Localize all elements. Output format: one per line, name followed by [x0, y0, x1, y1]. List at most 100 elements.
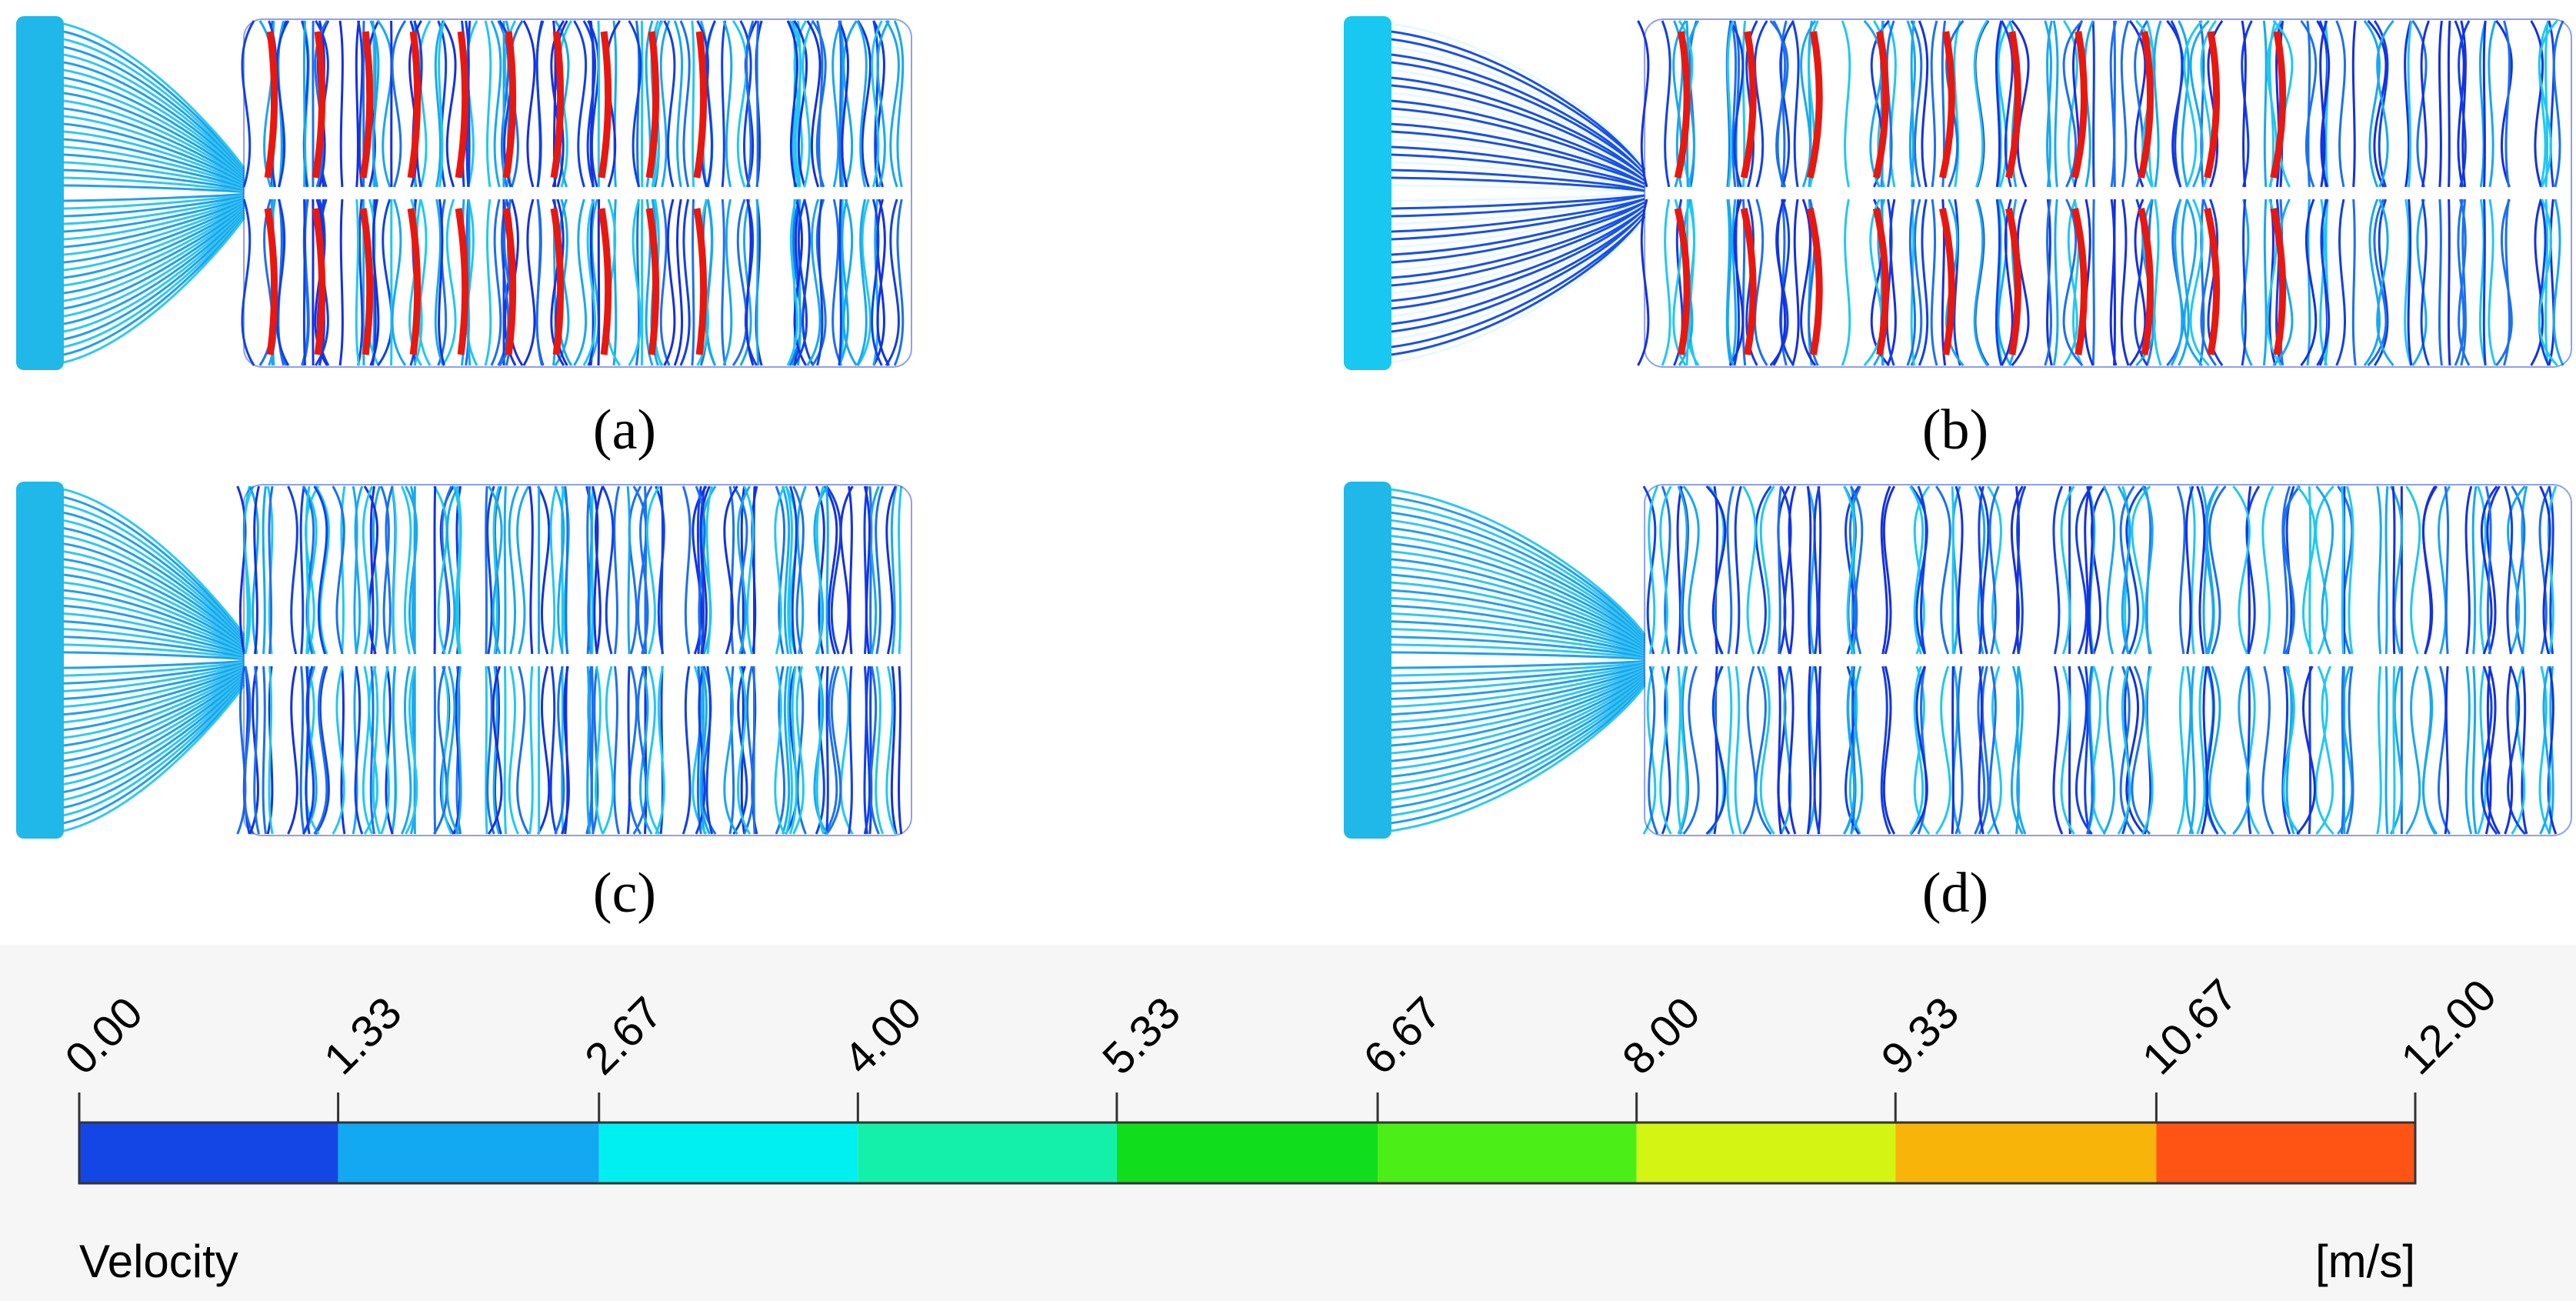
streamline [1817, 666, 1822, 835]
streamline [63, 668, 245, 724]
streamline [485, 485, 488, 655]
streamline [2062, 20, 2078, 188]
streamline [455, 485, 462, 655]
streamline [2504, 485, 2514, 655]
streamline [1788, 485, 1797, 655]
streamline [486, 666, 495, 835]
streamline [1391, 38, 1646, 171]
streamline [831, 20, 843, 188]
streamline [2084, 485, 2091, 655]
streamline [63, 122, 245, 184]
streamline [1849, 666, 1864, 835]
streamline [63, 115, 245, 183]
streamline-panel [16, 482, 912, 839]
streamline [391, 198, 407, 366]
hot-streak [2071, 208, 2088, 355]
streamline [2316, 198, 2331, 366]
streamline [2376, 666, 2382, 835]
streamline [731, 20, 748, 188]
streamline [732, 485, 748, 655]
streamline [1994, 20, 2003, 188]
streamline [363, 666, 379, 835]
streamline [63, 660, 245, 669]
panel-outline [243, 18, 912, 368]
streamline [1391, 680, 1646, 802]
streamline [2363, 198, 2381, 366]
colorbar-frame [78, 1121, 2417, 1185]
streamline [2351, 198, 2357, 366]
streamline [63, 511, 245, 639]
streamline [1391, 635, 1645, 658]
streamline [863, 485, 871, 655]
streamline [1813, 666, 1821, 835]
streamline [1391, 665, 1645, 700]
panels [16, 16, 2573, 839]
streamline [63, 670, 245, 739]
hot-streak [1872, 31, 1889, 178]
streamline [549, 485, 558, 655]
streamline [613, 485, 621, 655]
streamline [302, 198, 307, 366]
hot-streak [2270, 31, 2287, 178]
streamline [63, 202, 245, 264]
streamline [1676, 666, 1683, 835]
streamline [801, 198, 815, 366]
streamline [253, 485, 260, 655]
streamline [1391, 193, 1645, 202]
streamline [1863, 19, 1883, 188]
streamline [673, 198, 684, 366]
streamline [2422, 666, 2436, 835]
streamline [405, 485, 418, 655]
streamline [793, 20, 808, 188]
streamline [1391, 212, 1646, 325]
streamline [1806, 485, 1816, 655]
streamline [1391, 535, 1646, 642]
streamline [774, 485, 785, 655]
streamline [1974, 485, 1986, 655]
streamline [681, 485, 691, 655]
hot-streak [407, 31, 422, 178]
streamline [63, 30, 245, 170]
streamline [287, 485, 298, 655]
streamline [1391, 651, 1645, 660]
streamline [490, 20, 502, 188]
streamline [856, 20, 868, 188]
streamline [2281, 666, 2291, 835]
streamline [488, 485, 503, 655]
streamline [1391, 681, 1646, 809]
streamline [63, 213, 245, 333]
streamline [2477, 666, 2487, 835]
streamline [2062, 198, 2084, 367]
streamline [1742, 485, 1757, 655]
streamline [2200, 666, 2209, 835]
streamline [1726, 666, 1735, 835]
streamline [1391, 107, 1645, 182]
streamline [1841, 20, 1851, 188]
streamline [2548, 20, 2555, 188]
streamline [2300, 198, 2318, 366]
streamline [679, 20, 691, 188]
streamline [2478, 20, 2487, 188]
hot-streak [455, 31, 469, 178]
streamline [663, 198, 676, 366]
streamline [1391, 604, 1645, 653]
streamline [1391, 99, 1646, 181]
streamline [63, 672, 245, 755]
streamline [1910, 20, 1923, 188]
streamline [313, 485, 328, 655]
streamline [2131, 666, 2151, 836]
streamline [2405, 666, 2421, 835]
streamline [597, 198, 601, 366]
streamline [1661, 198, 1671, 366]
streamline [63, 604, 245, 653]
streamline [63, 565, 245, 648]
hot-streak [550, 31, 565, 178]
streamline [63, 214, 245, 341]
streamline [354, 485, 364, 655]
colorbar-band [1378, 1123, 1637, 1183]
streamline [2178, 198, 2190, 366]
streamline [2128, 198, 2147, 366]
streamline [2484, 666, 2492, 835]
streamline [2539, 485, 2551, 655]
streamline [2119, 666, 2135, 835]
